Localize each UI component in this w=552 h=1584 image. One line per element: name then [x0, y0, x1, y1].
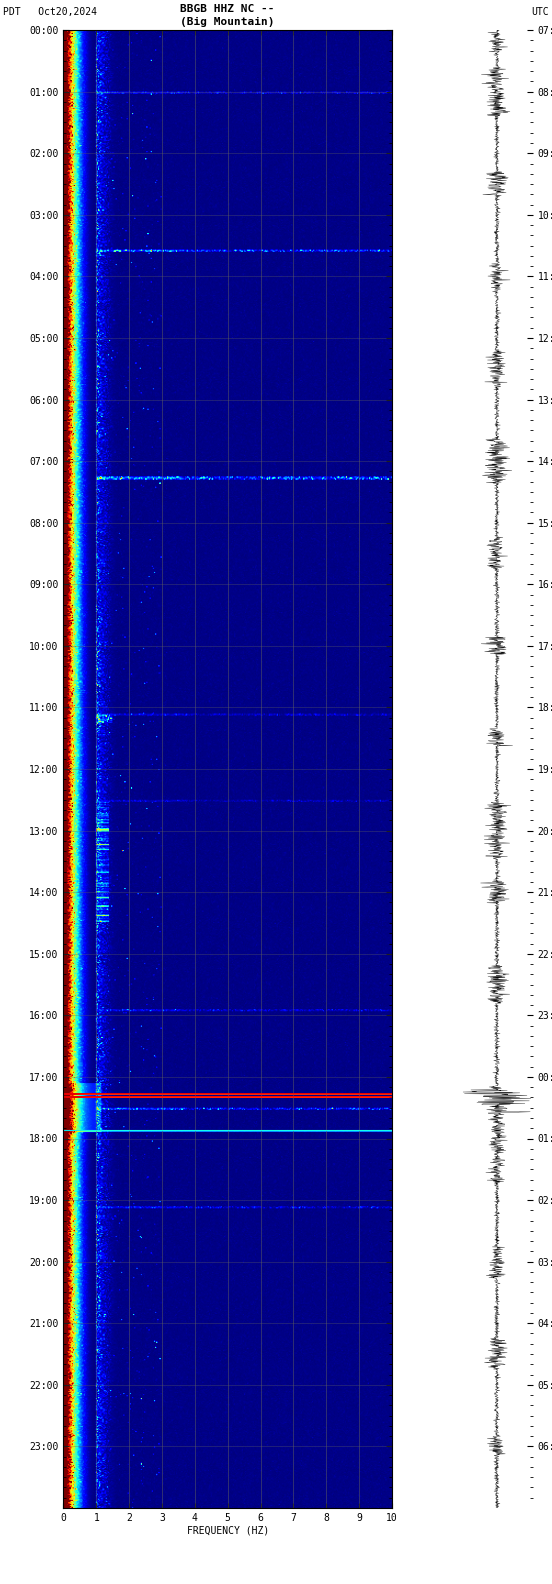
Text: (Big Mountain): (Big Mountain) — [181, 17, 275, 27]
Text: BBGB HHZ NC --: BBGB HHZ NC -- — [181, 5, 275, 14]
Text: PDT   Oct20,2024: PDT Oct20,2024 — [3, 8, 97, 17]
Text: UTC: UTC — [532, 8, 549, 17]
X-axis label: FREQUENCY (HZ): FREQUENCY (HZ) — [187, 1525, 269, 1535]
